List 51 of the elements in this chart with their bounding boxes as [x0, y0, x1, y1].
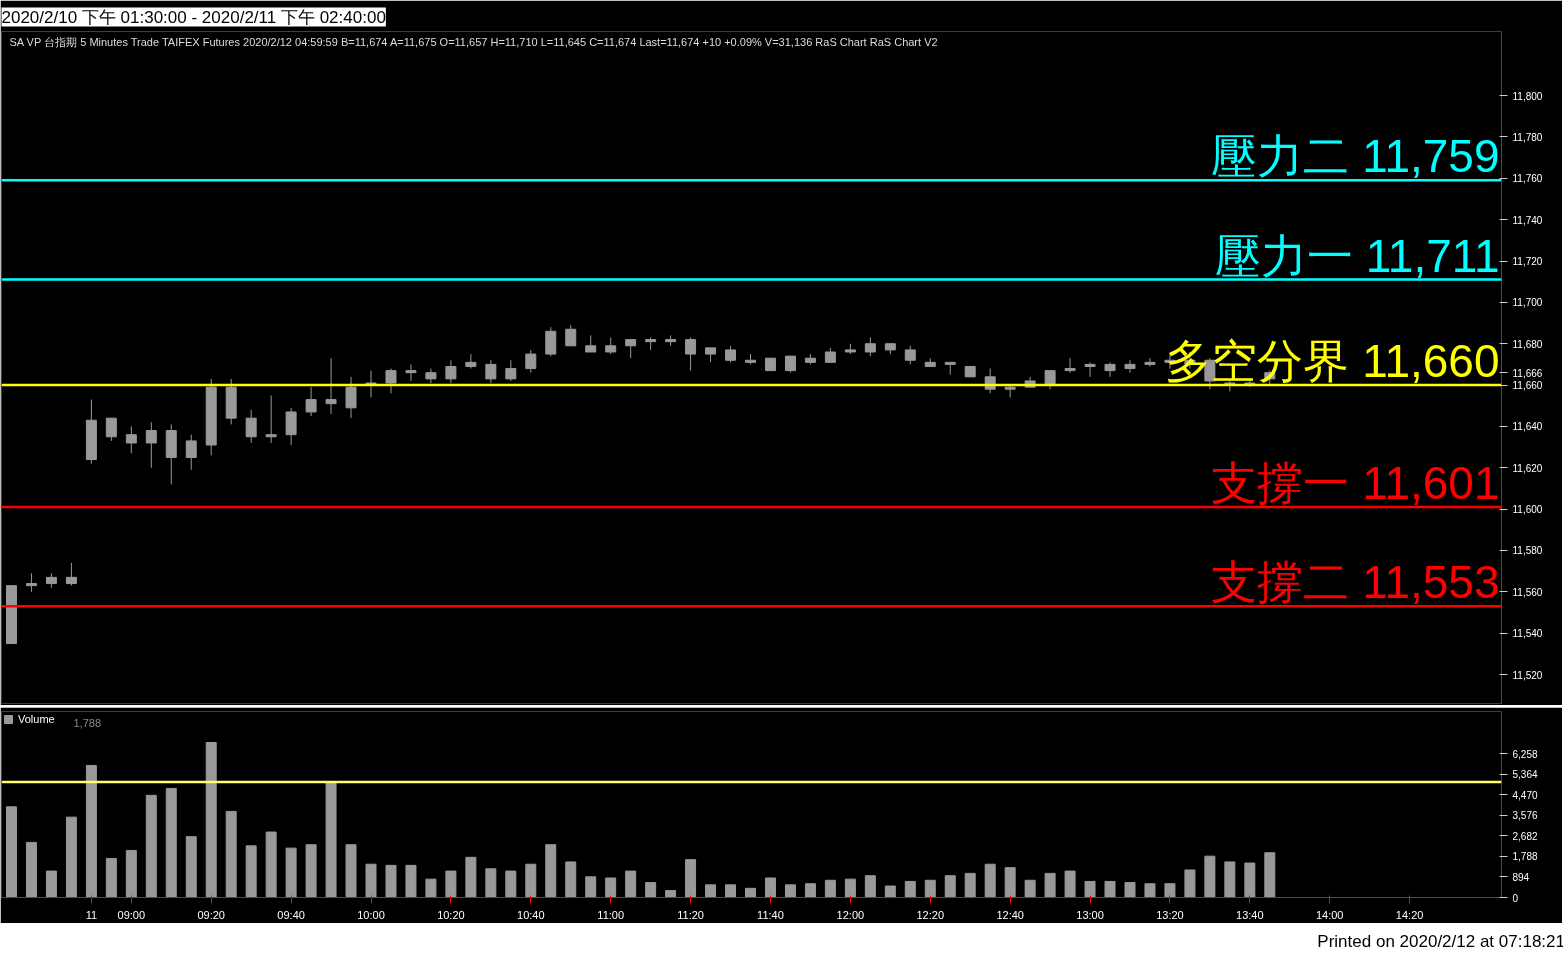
y-tick-label: 6,258	[1512, 748, 1538, 760]
y-tick-label: 11,680	[1512, 338, 1543, 350]
y-tick-label: 0	[1512, 892, 1519, 904]
y-tick-label: 11,720	[1512, 256, 1543, 268]
y-tick-label: 11,780	[1512, 131, 1543, 143]
y-tick-label: 11,600	[1512, 504, 1543, 516]
y-tick-label: 11,666	[1512, 367, 1543, 379]
x-tick-label: 11	[85, 908, 98, 921]
y-tick-label: 3,576	[1512, 810, 1538, 822]
y-tick-label: 2,682	[1512, 830, 1538, 842]
y-tick-label: 894	[1512, 871, 1530, 883]
y-tick-label: 11,580	[1512, 545, 1543, 557]
x-tick-label: 10:00	[357, 908, 385, 921]
x-tick-label: 14:20	[1395, 908, 1424, 921]
x-tick-label: 09:20	[197, 908, 225, 921]
y-tick-label: 11,640	[1512, 421, 1543, 433]
x-tick-label: 13:20	[1156, 908, 1184, 921]
y-tick-label: 11,760	[1512, 173, 1543, 185]
x-tick-label: 10:20	[437, 908, 465, 921]
chart-title: 2020/2/10 下午 01:30:00 - 2020/2/11 下午 02:40:00	[1, 7, 386, 27]
x-tick-label: 11:40	[757, 908, 784, 921]
ref-line-label: 壓力一 11,711	[1214, 229, 1500, 282]
x-tick-label: 12:40	[996, 908, 1024, 921]
y-tick-label: 11,540	[1512, 628, 1543, 640]
x-tick-label: 09:40	[277, 908, 305, 921]
x-tick-label: 10:40	[517, 908, 545, 921]
y-tick-label: 1,788	[1512, 851, 1538, 863]
x-tick-label: 14:00	[1315, 908, 1344, 921]
y-tick-label: 11,700	[1512, 297, 1543, 309]
ref-line-label: 支撐二 11,553	[1211, 556, 1500, 609]
y-tick-label: 11,560	[1512, 586, 1543, 598]
ref-line-label: 支撐一 11,601	[1211, 457, 1500, 510]
y-tick-label: 11,800	[1512, 90, 1543, 102]
x-tick-label: 09:00	[117, 908, 146, 921]
legend-label: Volume	[18, 713, 55, 725]
y-tick-label: 4,470	[1512, 789, 1538, 801]
x-tick-label: 13:40	[1236, 908, 1264, 921]
x-tick-label: 12:20	[916, 908, 945, 921]
ref-line-label: 壓力二 11,759	[1211, 130, 1500, 183]
y-tick-label: 5,364	[1512, 769, 1538, 781]
y-tick-label: 11,520	[1512, 669, 1543, 681]
y-tick-label: 11,660	[1512, 380, 1543, 392]
chart-subtitle: SA VP 台指期 5 Minutes Trade TAIFEX Futures 2020/2/12 04:59:59 B=11,674 A=11,675 O=11,657 H=11,710 L=11,645 C=11,674 Last=11,674 +10 +0.09% V=31,136 RaS Chart RaS Chart V2	[9, 35, 938, 48]
x-tick-label: 11:00	[597, 908, 625, 921]
ref-line-label: 多空分界 11,660	[1165, 335, 1500, 388]
y-tick-label: 11,620	[1512, 462, 1543, 474]
annotation: 1,788	[73, 716, 102, 729]
x-tick-label: 13:00	[1076, 908, 1104, 921]
y-tick-label: 11,740	[1512, 214, 1543, 226]
x-tick-label: 12:00	[836, 908, 865, 921]
x-tick-label: 11:20	[677, 908, 704, 921]
